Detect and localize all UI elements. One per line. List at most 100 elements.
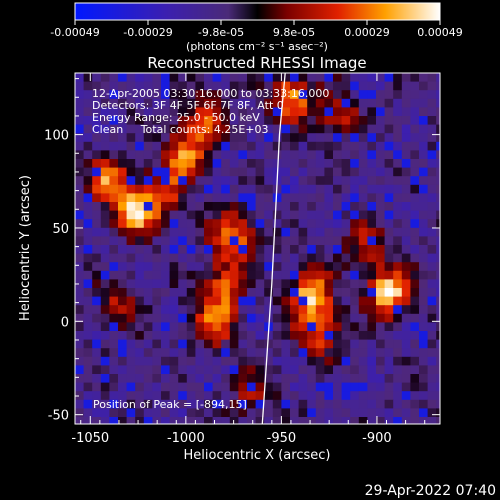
heatmap-cell [333, 391, 342, 401]
heatmap-cell [221, 245, 231, 254]
heatmap-cell [186, 365, 196, 375]
heatmap-cell [410, 124, 420, 134]
heatmap-cell [143, 73, 153, 82]
heatmap-cell [272, 356, 282, 366]
heatmap-cell [118, 374, 127, 383]
heatmap-cell [281, 141, 291, 151]
annotation-energy-range: Energy Range: 25.0 - 50.0 keV [92, 111, 260, 124]
heatmap-cell [376, 262, 385, 272]
heatmap-cell [367, 98, 377, 108]
heatmap-cell [384, 245, 394, 254]
heatmap-cell [401, 193, 411, 203]
heatmap-cell [161, 305, 170, 315]
heatmap-cell [255, 408, 265, 418]
heatmap-cell [281, 270, 291, 280]
heatmap-cell [83, 296, 93, 306]
heatmap-cell [367, 107, 377, 117]
heatmap-cell [324, 227, 334, 237]
heatmap-cell [341, 365, 351, 375]
heatmap-cell [161, 167, 170, 177]
heatmap-cell [272, 133, 282, 143]
heatmap-cell [126, 417, 136, 424]
heatmap-cell [195, 236, 205, 246]
heatmap-cell [204, 288, 213, 297]
heatmap-cell [333, 417, 342, 424]
heatmap-cell [307, 305, 317, 315]
heatmap-cell [298, 374, 308, 383]
heatmap-cell [315, 365, 325, 375]
heatmap-cell [419, 227, 428, 237]
heatmap-cell [358, 399, 368, 409]
heatmap-cell [367, 374, 377, 383]
heatmap-cell [152, 296, 162, 306]
heatmap-cell [333, 159, 342, 168]
heatmap-cell [92, 150, 102, 160]
heatmap-cell [419, 279, 428, 289]
heatmap-cell [290, 339, 299, 349]
heatmap-cell [118, 141, 127, 151]
heatmap-cell [238, 159, 248, 168]
heatmap-cell [298, 279, 308, 289]
heatmap-cell [272, 116, 282, 125]
heatmap-cell [393, 176, 403, 186]
heatmap-cell [324, 116, 334, 125]
heatmap-cell [272, 339, 282, 349]
heatmap-cell [169, 227, 179, 237]
heatmap-cell [118, 331, 127, 340]
heatmap-cell [272, 90, 282, 100]
heatmap-cell [298, 227, 308, 237]
heatmap-cell [247, 331, 256, 340]
heatmap-cell [221, 124, 231, 134]
heatmap-cell [195, 391, 205, 401]
heatmap-cell [247, 391, 256, 401]
heatmap-cell [195, 245, 205, 254]
heatmap-cell [126, 305, 136, 315]
heatmap-cell [367, 245, 377, 254]
heatmap-cell [298, 141, 308, 151]
heatmap-cell [135, 81, 145, 91]
heatmap-cell [161, 90, 170, 100]
heatmap-cell [255, 124, 265, 134]
heatmap-cell [367, 73, 377, 82]
heatmap-cell [290, 141, 299, 151]
heatmap-cell [109, 288, 119, 297]
heatmap-cell [281, 253, 291, 263]
heatmap-cell [212, 356, 222, 366]
heatmap-cell [143, 227, 153, 237]
heatmap-cell [419, 262, 428, 272]
heatmap-cell [161, 141, 170, 151]
colorbar-tick-label: 0.00029 [344, 26, 390, 39]
colorbar-tick-label: -0.00029 [123, 26, 172, 39]
heatmap-cell [161, 202, 170, 211]
heatmap-cell [290, 227, 299, 237]
heatmap-cell [195, 288, 205, 297]
heatmap-cell [143, 167, 153, 177]
heatmap-cell [367, 176, 377, 186]
heatmap-cell [341, 219, 351, 229]
heatmap-cell [135, 279, 145, 289]
heatmap-cell [75, 382, 84, 392]
heatmap-cell [350, 288, 360, 297]
heatmap-cell [247, 245, 256, 254]
heatmap-cell [238, 391, 248, 401]
heatmap-cell [384, 253, 394, 263]
heatmap-cell [143, 253, 153, 263]
heatmap-cell [229, 253, 239, 263]
heatmap-cell [341, 331, 351, 340]
heatmap-cell [384, 98, 394, 108]
heatmap-cell [315, 417, 325, 424]
heatmap-cell [272, 124, 282, 134]
heatmap-cell [152, 202, 162, 211]
heatmap-cell [229, 322, 239, 332]
heatmap-cell [341, 116, 351, 125]
heatmap-cell [221, 417, 231, 424]
heatmap-cell [92, 313, 102, 323]
heatmap-cell [393, 236, 403, 246]
heatmap-cell [324, 124, 334, 134]
heatmap-cell [272, 417, 282, 424]
annotation-time-range: 12-Apr-2005 03:30:16.000 to 03:33:16.000 [92, 87, 329, 100]
heatmap-cell [324, 374, 334, 383]
heatmap-cell [212, 107, 222, 117]
heatmap-cell [419, 184, 428, 194]
heatmap-cell [307, 236, 317, 246]
